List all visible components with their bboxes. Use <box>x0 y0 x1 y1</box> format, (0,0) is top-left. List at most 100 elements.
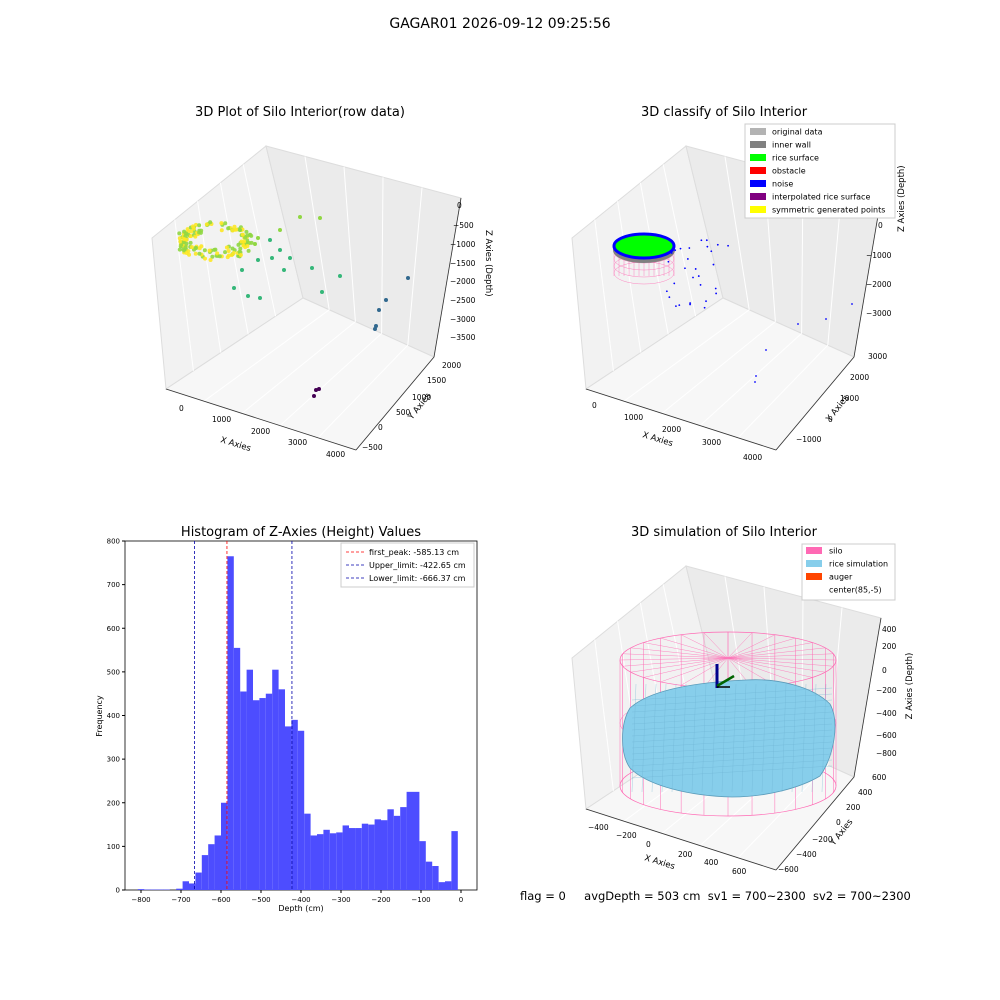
data-point <box>179 243 184 248</box>
panel-title: 3D simulation of Silo Interior <box>631 525 818 540</box>
noise-point <box>727 244 729 247</box>
noise-point <box>825 318 827 320</box>
z-tick: −3000 <box>866 309 892 318</box>
axes-box <box>151 145 462 451</box>
data-point <box>230 246 235 251</box>
data-point <box>241 243 246 248</box>
x-tick: 1000 <box>212 415 231 424</box>
data-point <box>238 228 242 232</box>
noise-point <box>670 252 673 254</box>
histogram-bar <box>259 698 266 890</box>
data-point <box>377 308 381 312</box>
legend-label: noise <box>772 180 793 189</box>
noise-point <box>712 263 715 266</box>
mesh-line <box>631 705 833 719</box>
histogram-bar <box>387 809 394 890</box>
legend-label: first_peak: -585.13 cm <box>369 548 459 557</box>
noise-point <box>684 267 686 270</box>
y-tick-label: 0 <box>116 887 120 895</box>
x-axis-line <box>585 388 777 451</box>
grid-line <box>317 344 409 439</box>
silo-roof-line <box>619 657 729 661</box>
silo-roof-line <box>630 647 729 659</box>
histogram-bar <box>278 689 285 890</box>
mesh-line <box>671 683 677 793</box>
grid-line <box>197 201 222 353</box>
histogram-bar <box>221 802 228 890</box>
data-point <box>278 248 282 252</box>
legend-items: first_peak: -585.13 cm Upper_limit: -422.… <box>346 548 466 583</box>
panel-title: 3D Plot of Silo Interior(row data) <box>195 105 405 120</box>
mesh-line <box>741 683 747 793</box>
x-tick: −200 <box>616 831 637 840</box>
histogram-bar <box>227 556 234 890</box>
legend-swatch <box>806 573 822 580</box>
x-tick: 200 <box>678 850 693 859</box>
silo-roof-line <box>727 657 796 683</box>
grid-line <box>617 201 642 353</box>
z-tick: −1000 <box>450 240 476 249</box>
noise-point <box>755 375 757 377</box>
legend-swatch <box>806 560 822 567</box>
y-tick: 500 <box>396 408 411 417</box>
x-tick-label: −400 <box>291 896 310 904</box>
mesh-line <box>631 699 833 713</box>
data-point <box>183 245 188 250</box>
grid-line <box>279 333 382 426</box>
silo-roof-line <box>643 642 729 659</box>
data-point <box>177 231 182 236</box>
histogram-bar <box>355 828 362 890</box>
mesh-line <box>821 683 827 793</box>
y-tick-label: 600 <box>107 625 120 633</box>
legend-swatch <box>806 547 822 554</box>
histogram-bar <box>233 647 241 890</box>
y-tick: 600 <box>872 773 887 782</box>
silo-roof-line <box>727 657 813 678</box>
data-point <box>282 268 286 272</box>
x-axis-label: Depth (cm) <box>278 904 323 913</box>
x-tick: 600 <box>732 867 747 876</box>
data-point <box>232 286 236 290</box>
histogram-bars <box>137 556 458 890</box>
mesh-line <box>691 683 697 793</box>
mesh-line <box>711 683 717 793</box>
y-ticks: −600 −400 −200 0 200 400 600 <box>778 773 887 874</box>
data-point <box>373 327 377 331</box>
noise-point <box>692 276 694 279</box>
x-axis-line <box>585 808 777 871</box>
silo-roof-line <box>622 657 729 667</box>
mesh-line <box>631 723 833 737</box>
y-tick: 200 <box>846 803 861 812</box>
y-tick: 0 <box>378 423 383 432</box>
z-tick: −1000 <box>866 251 892 260</box>
z-tick: −2500 <box>450 296 476 305</box>
noise-point <box>715 292 718 295</box>
histogram-bar <box>240 691 247 890</box>
data-point <box>207 248 212 253</box>
data-point <box>320 290 324 294</box>
panel-histogram: Histogram of Z-Axies (Height) Values −80… <box>95 525 478 913</box>
histogram-bar <box>451 831 458 890</box>
legend-label: Upper_limit: -422.65 cm <box>369 561 466 570</box>
y-tick: −400 <box>796 850 817 859</box>
classified-points <box>612 232 853 383</box>
legend-label: inner wall <box>772 141 811 150</box>
panel-title: 3D classify of Silo Interior <box>641 105 808 120</box>
noise-point <box>797 323 799 325</box>
noise-point <box>714 287 717 290</box>
y-axis-label: Y Axies <box>824 393 852 425</box>
grid-line <box>219 182 249 335</box>
data-point <box>338 274 342 278</box>
data-point <box>288 256 292 260</box>
histogram-bar <box>214 835 221 890</box>
legend: silo rice simulation auger center(85,-5) <box>801 543 896 601</box>
histogram-bar <box>406 791 413 890</box>
legend-swatch <box>750 167 766 174</box>
z-axis-line <box>853 197 882 358</box>
data-point <box>213 247 218 252</box>
data-point <box>278 228 282 232</box>
histogram-bar <box>445 881 452 890</box>
mesh-line <box>631 765 833 779</box>
data-point <box>197 251 202 256</box>
data-point <box>210 254 215 259</box>
